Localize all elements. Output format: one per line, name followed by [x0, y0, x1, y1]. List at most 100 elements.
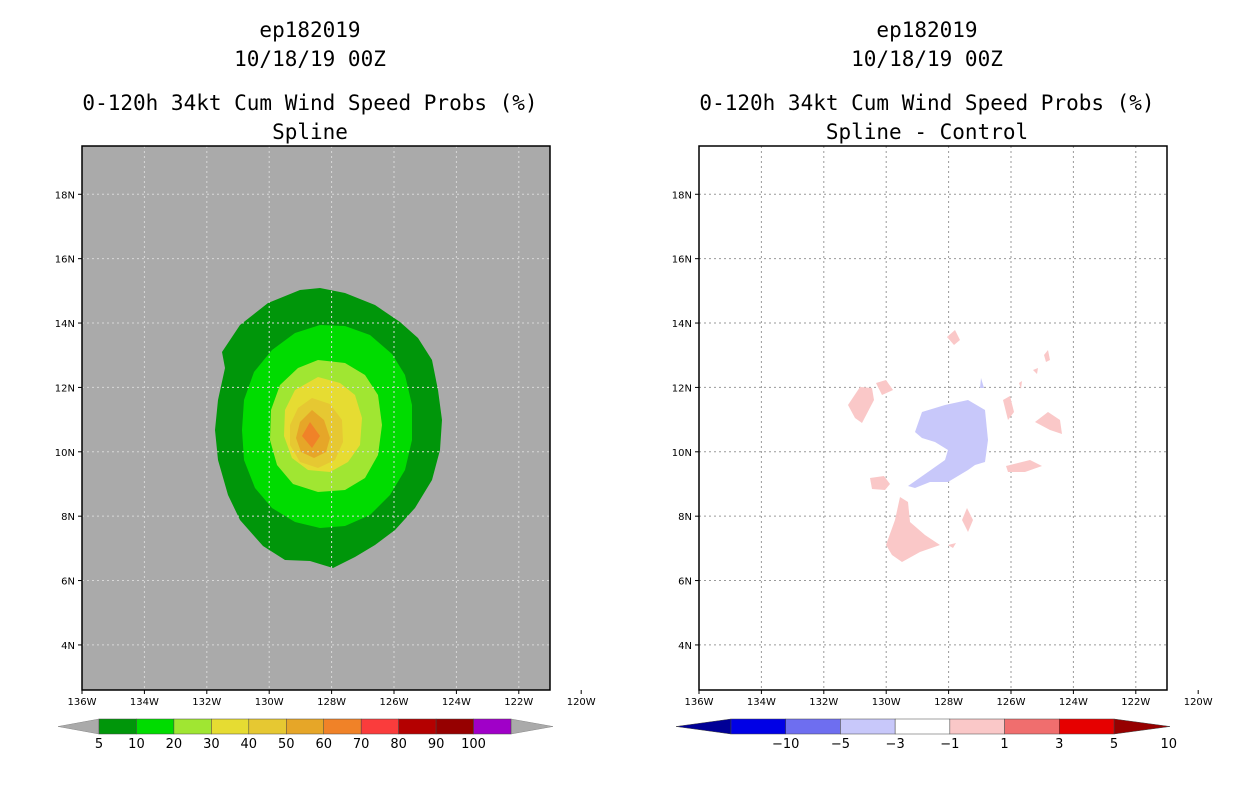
diff-positive-ne-1 [1044, 350, 1050, 362]
y-tick-label: 6N [678, 577, 692, 588]
x-tick-label: 128W [317, 697, 346, 708]
diff-negative-region [908, 400, 988, 488]
diff-positive-east-strip [1006, 460, 1042, 472]
y-tick-label: 8N [61, 512, 75, 523]
colorbar-swatch [730, 718, 786, 735]
colorbar-label: 90 [428, 737, 445, 752]
colorbar-swatch [98, 718, 137, 735]
colorbar-label: 10 [1160, 737, 1177, 752]
colorbar-label: 50 [278, 737, 295, 752]
contour-60-pct [302, 422, 320, 448]
x-tick-label: 126W [380, 697, 409, 708]
left-colorbar: 5 10 20 30 40 50 60 70 80 90 100 [57, 718, 554, 752]
x-tick-label: 124W [442, 697, 471, 708]
x-tick-label: 130W [255, 697, 284, 708]
right-map: 4N 6N 8N 10N 12N 14N 16N 18N 136W 134W 132W 130W 12… [672, 145, 1213, 708]
y-tick-label: 16N [55, 255, 75, 266]
right-y-axis: 4N 6N 8N 10N 12N 14N 16N 18N [672, 190, 699, 652]
y-tick-label: 18N [55, 190, 75, 201]
y-tick-label: 14N [55, 319, 75, 330]
diff-positive-west [848, 387, 874, 423]
right-date: 10/18/19 00Z [851, 47, 1003, 71]
y-tick-label: 16N [672, 255, 692, 266]
colorbar-swatch [785, 718, 841, 735]
colorbar-swatch [894, 718, 951, 735]
diff-positive-south-small [948, 543, 956, 548]
colorbar-label: 5 [95, 737, 103, 752]
colorbar-swatch [1059, 718, 1115, 735]
y-tick-label: 8N [678, 512, 692, 523]
colorbar-swatch [398, 718, 437, 735]
colorbar-label: 1 [1000, 737, 1008, 752]
colorbar-label: 60 [315, 737, 332, 752]
colorbar-swatch [211, 718, 250, 735]
x-tick-label: 126W [997, 697, 1026, 708]
colorbar-max-arrow [1113, 718, 1171, 735]
diff-positive-south [886, 497, 940, 562]
y-tick-label: 10N [55, 448, 75, 459]
colorbar-swatch [136, 718, 175, 735]
x-tick-label: 122W [1121, 697, 1150, 708]
colorbar-label: 70 [353, 737, 370, 752]
left-x-axis: 136W 134W 132W 130W 128W 126W 124W 122W 120W [68, 690, 596, 708]
left-storm-id: ep182019 [259, 18, 361, 42]
x-tick-label: 134W [747, 697, 776, 708]
right-panel-title: ep182019 10/18/19 00Z 0-120h 34kt Cum Wi… [667, 16, 1187, 147]
y-tick-label: 12N [672, 383, 692, 394]
left-y-axis: 4N 6N 8N 10N 12N 14N 16N 18N [55, 190, 82, 652]
left-grid [82, 146, 550, 690]
diff-negative-small [980, 378, 984, 388]
diff-positive-ne-3 [1019, 381, 1022, 389]
colorbar-label: 20 [166, 737, 183, 752]
colorbar-swatch [435, 718, 474, 735]
left-map-frame [81, 145, 551, 691]
diff-positive-nw-small [876, 380, 893, 395]
colorbar-label: −10 [772, 737, 799, 752]
colorbar-label: 30 [203, 737, 220, 752]
left-product-title: 0-120h 34kt Cum Wind Speed Probs (%) [82, 91, 538, 115]
diff-positive-ne-2 [1033, 368, 1038, 374]
colorbar-min-arrow [57, 718, 100, 735]
x-tick-label: 120W [1184, 697, 1213, 708]
x-tick-label: 134W [130, 697, 159, 708]
left-date: 10/18/19 00Z [234, 47, 386, 71]
colorbar-swatch [248, 718, 287, 735]
colorbar-swatch [473, 718, 512, 735]
diff-positive-east-small [1003, 396, 1014, 420]
colorbar-label: −5 [831, 737, 850, 752]
y-tick-label: 4N [678, 641, 692, 652]
x-tick-label: 130W [872, 697, 901, 708]
x-tick-label: 132W [192, 697, 221, 708]
diff-positive-east [1035, 412, 1062, 434]
colorbar-max-arrow [510, 718, 554, 735]
x-tick-label: 122W [504, 697, 533, 708]
right-colorbar: −10 −5 −3 −1 1 3 5 10 [675, 718, 1177, 752]
y-tick-label: 10N [672, 448, 692, 459]
left-panel-title: ep182019 10/18/19 00Z 0-120h 34kt Cum Wi… [50, 16, 570, 147]
colorbar-label: 10 [128, 737, 145, 752]
colorbar-label: 5 [1110, 737, 1118, 752]
right-map-frame [698, 145, 1168, 691]
colorbar-label: 40 [241, 737, 258, 752]
x-tick-label: 128W [934, 697, 963, 708]
colorbar-swatch [360, 718, 399, 735]
y-tick-label: 6N [61, 577, 75, 588]
colorbar-swatch [949, 718, 1005, 735]
colorbar-swatch [1004, 718, 1060, 735]
colorbar-swatch [173, 718, 212, 735]
y-tick-label: 4N [61, 641, 75, 652]
diff-positive-mid-south [962, 508, 973, 532]
colorbar-swatch [323, 718, 362, 735]
left-map: 4N 6N 8N 10N 12N 14N 16N 18N 136W 134W 132W 130W 12… [55, 145, 596, 708]
y-tick-label: 12N [55, 383, 75, 394]
colorbar-label: 3 [1055, 737, 1063, 752]
colorbar-label: 100 [461, 737, 486, 752]
colorbar-swatch [840, 718, 896, 735]
diff-positive-north [947, 330, 960, 345]
x-tick-label: 136W [68, 697, 97, 708]
colorbar-label: 80 [390, 737, 407, 752]
right-storm-id: ep182019 [876, 18, 978, 42]
colorbar-min-arrow [675, 718, 732, 735]
x-tick-label: 136W [685, 697, 714, 708]
